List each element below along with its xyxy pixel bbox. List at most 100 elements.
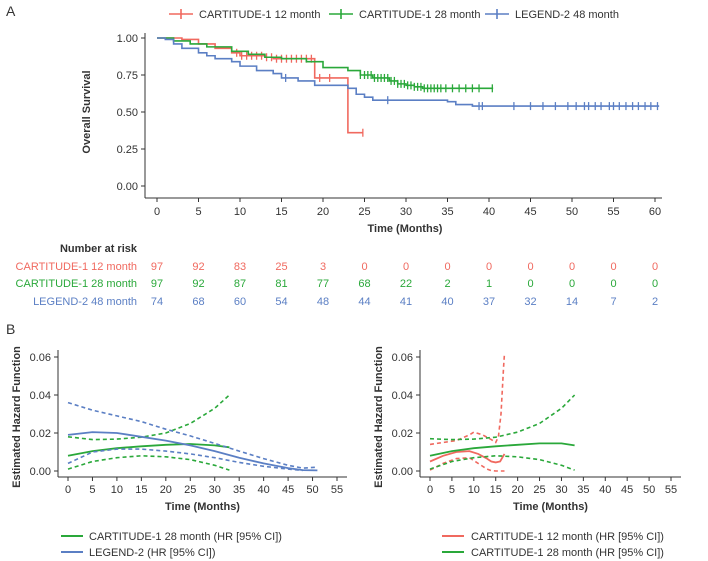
hz-x-tick-label: 5 [449, 484, 455, 496]
hz-estimate-1 [429, 442, 575, 457]
km-legend: CARTITUDE-1 12 month CARTITUDE-1 28 month… [169, 9, 619, 21]
hz-ci-upper-0 [429, 353, 506, 446]
risk-cell: 0 [527, 261, 533, 273]
km-x-tick-label: 50 [566, 206, 578, 218]
hz-x-tick-label: 45 [621, 484, 633, 496]
hz-x-tick-label: 10 [468, 484, 480, 496]
hz-y-axis-label: Estimated Hazard Function [373, 346, 385, 488]
panel-label-a: A [6, 3, 16, 19]
risk-cell: 41 [400, 296, 412, 308]
risk-cell: 92 [192, 261, 204, 273]
hz-y-tick-label: 0.04 [30, 390, 51, 402]
risk-cell: 97 [151, 278, 163, 290]
hz-y-tick-label: 0.00 [30, 466, 51, 478]
risk-table: CARTITUDE-1 12 month 97 92 83 25 3 0 0 0 0 0 0 0 0 CAR… [16, 261, 659, 308]
risk-row-label: LEGEND-2 48 month [33, 296, 137, 308]
risk-cell: 77 [317, 278, 329, 290]
risk-cell: 2 [444, 278, 450, 290]
hz-y-tick-label: 0.06 [392, 352, 413, 364]
risk-cell: 40 [441, 296, 453, 308]
risk-cell: 44 [358, 296, 370, 308]
km-x-tick-label: 45 [524, 206, 536, 218]
hz-ci-upper-1 [67, 401, 318, 469]
risk-cell: 3 [320, 261, 326, 273]
risk-cell: 25 [275, 261, 287, 273]
hz-x-tick-label: 35 [233, 484, 245, 496]
hz-legend-label-0: CARTITUDE-1 28 month (HR [95% CI]) [89, 531, 282, 543]
km-y-tick-label: 1.00 [117, 33, 138, 45]
hz-x-tick-label: 10 [111, 484, 123, 496]
hz-x-tick-label: 30 [555, 484, 567, 496]
legend-label-2: LEGEND-2 48 month [515, 9, 619, 21]
risk-cell: 37 [483, 296, 495, 308]
km-x-tick-label: 0 [154, 206, 160, 218]
hz-x-tick-label: 35 [577, 484, 589, 496]
hz-y-tick-label: 0.06 [30, 352, 51, 364]
risk-cell: 22 [400, 278, 412, 290]
legend-label-0: CARTITUDE-1 12 month [199, 9, 320, 21]
risk-cell: 54 [275, 296, 287, 308]
risk-cell: 87 [234, 278, 246, 290]
risk-cell: 14 [566, 296, 578, 308]
km-y-axis-label: Overall Survival [81, 70, 93, 153]
risk-cell: 68 [192, 296, 204, 308]
risk-cell: 0 [527, 278, 533, 290]
km-x-tick-label: 60 [649, 206, 661, 218]
hz-ci-upper-1 [429, 394, 576, 441]
hz-estimate-0 [67, 443, 230, 457]
hz-x-tick-label: 20 [160, 484, 172, 496]
km-x-axis-label: Time (Months) [368, 223, 443, 235]
hz-x-tick-label: 30 [209, 484, 221, 496]
risk-cell: 48 [317, 296, 329, 308]
km-y-tick-label: 0.25 [117, 144, 138, 156]
km-series [157, 37, 660, 137]
legend-label-1: CARTITUDE-1 28 month [359, 9, 480, 21]
hz-x-tick-label: 40 [258, 484, 270, 496]
risk-cell: 83 [234, 261, 246, 273]
km-axes: 0.00 0.25 0.50 0.75 1.00 0 5 10 15 20 25 30 35 40 45 50… [117, 33, 662, 218]
km-x-tick-label: 15 [275, 206, 287, 218]
risk-cell: 0 [403, 261, 409, 273]
km-x-tick-label: 25 [358, 206, 370, 218]
hz-ci-upper-0 [67, 394, 230, 441]
km-x-tick-label: 10 [234, 206, 246, 218]
km-x-tick-label: 35 [441, 206, 453, 218]
hz-x-tick-label: 15 [490, 484, 502, 496]
km-line-0 [157, 37, 363, 134]
km-x-tick-label: 5 [195, 206, 201, 218]
risk-cell: 0 [652, 261, 658, 273]
km-y-tick-label: 0.00 [117, 181, 138, 193]
hz-y-tick-label: 0.02 [30, 428, 51, 440]
km-x-tick-label: 30 [400, 206, 412, 218]
hz-x-tick-label: 50 [306, 484, 318, 496]
panel-label-b: B [6, 321, 15, 337]
risk-cell: 92 [192, 278, 204, 290]
hz-legend-label-1: LEGEND-2 (HR [95% CI]) [89, 547, 216, 559]
risk-cell: 97 [151, 261, 163, 273]
hz-x-axis-label: Time (Months) [165, 501, 240, 513]
hz-x-tick-label: 40 [599, 484, 611, 496]
hz-x-tick-label: 50 [643, 484, 655, 496]
hz-ci-lower-0 [67, 454, 230, 471]
risk-cell: 2 [652, 296, 658, 308]
km-line-1 [157, 37, 494, 90]
hz-ci-lower-0 [429, 456, 505, 472]
hazard-chart-right: 0.00 0.02 0.04 0.06 0 5 10 15 20 25 30 35 40 45 50 55 Ti… [373, 346, 681, 559]
risk-table-title: Number at risk [60, 243, 138, 255]
km-x-tick-label: 40 [483, 206, 495, 218]
hz-y-tick-label: 0.00 [392, 466, 413, 478]
risk-cell: 7 [610, 296, 616, 308]
hazard-chart-left: 0.00 0.02 0.04 0.06 0 5 10 15 20 25 30 35 40 45 50 55 Ti… [11, 346, 347, 559]
hz-x-tick-label: 25 [533, 484, 545, 496]
km-y-tick-label: 0.75 [117, 70, 138, 82]
risk-row-label: CARTITUDE-1 12 month [16, 261, 137, 273]
hz-y-tick-label: 0.02 [392, 428, 413, 440]
hz-y-axis-label: Estimated Hazard Function [11, 346, 23, 488]
risk-cell: 81 [275, 278, 287, 290]
risk-cell: 0 [569, 261, 575, 273]
risk-cell: 68 [358, 278, 370, 290]
risk-cell: 74 [151, 296, 163, 308]
hz-legend-label-0: CARTITUDE-1 12 month (HR [95% CI]) [471, 531, 664, 543]
hz-x-tick-label: 5 [89, 484, 95, 496]
